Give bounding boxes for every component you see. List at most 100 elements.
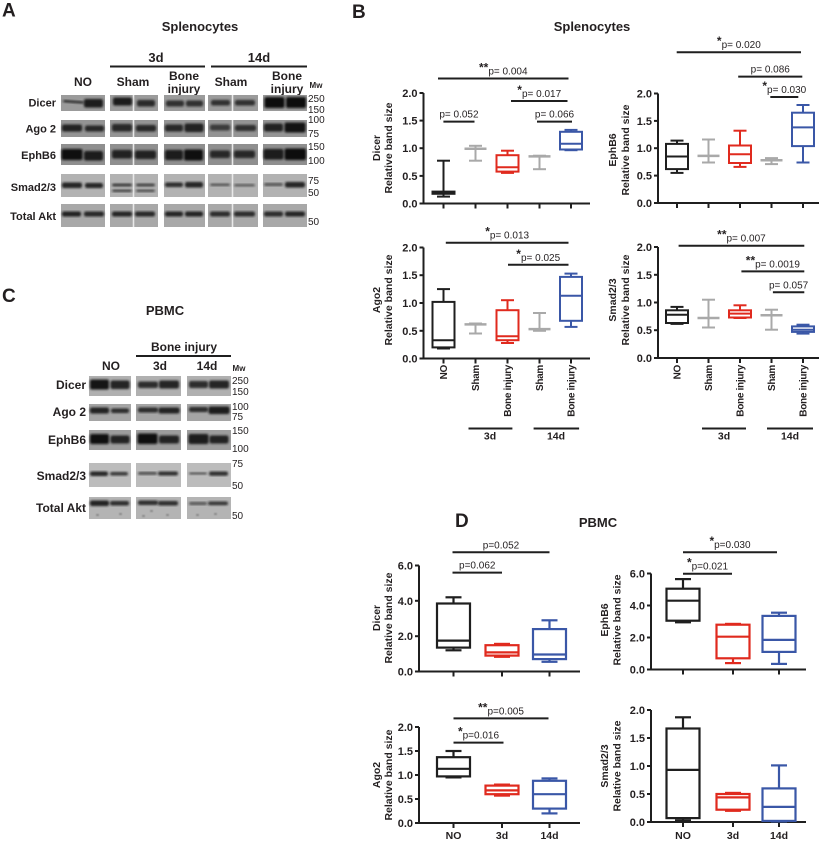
svg-text:0.5: 0.5	[630, 789, 645, 801]
svg-text:Relative band size: Relative band size	[383, 254, 395, 345]
svg-text:6.0: 6.0	[398, 561, 413, 573]
svg-text:2.0: 2.0	[637, 242, 652, 254]
svg-text:*p= 0.013: *p= 0.013	[485, 225, 529, 242]
svg-text:Bone injury: Bone injury	[151, 340, 217, 354]
svg-text:0.0: 0.0	[398, 667, 413, 679]
svg-text:EphB6: EphB6	[21, 150, 56, 162]
svg-text:*p=0.016: *p=0.016	[458, 725, 500, 742]
svg-text:2.0: 2.0	[637, 89, 652, 101]
svg-text:100: 100	[232, 444, 249, 455]
svg-text:2.0: 2.0	[398, 722, 413, 734]
svg-text:250: 250	[308, 94, 325, 105]
svg-text:3d: 3d	[148, 50, 163, 65]
svg-text:0.5: 0.5	[398, 794, 413, 806]
svg-text:Relative band size: Relative band size	[620, 104, 632, 195]
svg-text:3d: 3d	[718, 431, 730, 443]
svg-text:50: 50	[232, 511, 244, 522]
svg-text:*p= 0.020: *p= 0.020	[717, 34, 761, 51]
svg-text:Ago 2: Ago 2	[25, 124, 56, 136]
svg-text:**p= 0.004: **p= 0.004	[479, 61, 528, 78]
svg-text:Bone: Bone	[272, 69, 302, 83]
svg-text:NO: NO	[673, 364, 684, 379]
svg-text:EphB6: EphB6	[607, 133, 619, 166]
svg-text:p= 0.057: p= 0.057	[769, 280, 809, 291]
svg-text:**p= 0.0019: **p= 0.0019	[746, 253, 801, 270]
svg-text:p=0.062: p=0.062	[459, 561, 496, 572]
svg-text:1.0: 1.0	[398, 770, 413, 782]
svg-text:Ago2: Ago2	[371, 287, 383, 313]
svg-text:4.0: 4.0	[398, 596, 413, 608]
svg-text:6.0: 6.0	[630, 569, 645, 581]
svg-text:Sham: Sham	[471, 365, 482, 391]
svg-text:Mw: Mw	[233, 364, 247, 373]
svg-text:3d: 3d	[727, 830, 739, 841]
svg-text:PBMC: PBMC	[579, 515, 618, 530]
svg-text:Relative band size: Relative band size	[383, 102, 395, 193]
svg-text:0.0: 0.0	[630, 817, 645, 829]
svg-text:2.0: 2.0	[402, 88, 417, 100]
svg-text:100: 100	[308, 156, 325, 167]
svg-text:NO: NO	[439, 364, 450, 379]
svg-text:1.0: 1.0	[402, 143, 417, 155]
svg-text:4.0: 4.0	[630, 601, 645, 613]
svg-text:1.5: 1.5	[402, 116, 417, 128]
svg-text:3d: 3d	[484, 431, 496, 443]
svg-text:Dicer: Dicer	[56, 378, 86, 392]
svg-text:Splenocytes: Splenocytes	[554, 19, 631, 34]
svg-text:Sham: Sham	[767, 365, 778, 391]
svg-text:C: C	[2, 286, 16, 307]
svg-text:NO: NO	[446, 830, 462, 841]
svg-text:**p=0.005: **p=0.005	[478, 700, 524, 717]
svg-text:75: 75	[232, 459, 244, 470]
svg-text:3d: 3d	[153, 359, 167, 373]
svg-text:Splenocytes: Splenocytes	[162, 19, 239, 34]
svg-text:Ago 2: Ago 2	[53, 405, 87, 419]
svg-text:p=0.052: p=0.052	[483, 540, 520, 551]
svg-text:14d: 14d	[547, 431, 565, 443]
svg-text:Ago2: Ago2	[371, 762, 383, 788]
svg-text:150: 150	[232, 426, 249, 437]
svg-text:0.0: 0.0	[637, 353, 652, 365]
svg-text:0.0: 0.0	[637, 198, 652, 210]
svg-text:1.5: 1.5	[637, 116, 652, 128]
svg-text:1.5: 1.5	[637, 270, 652, 282]
svg-text:75: 75	[308, 176, 320, 187]
svg-text:50: 50	[308, 217, 320, 228]
svg-text:75: 75	[308, 129, 320, 140]
svg-text:p= 0.086: p= 0.086	[751, 65, 791, 76]
svg-text:Relative band size: Relative band size	[620, 254, 632, 345]
svg-text:Total Akt: Total Akt	[10, 211, 56, 223]
svg-text:2.0: 2.0	[398, 631, 413, 643]
svg-text:Dicer: Dicer	[371, 605, 383, 631]
svg-text:50: 50	[308, 188, 320, 199]
svg-text:14d: 14d	[197, 359, 218, 373]
svg-text:14d: 14d	[540, 830, 558, 841]
svg-text:0.5: 0.5	[402, 171, 417, 183]
svg-text:p= 0.066: p= 0.066	[535, 110, 575, 121]
svg-text:Relative band size: Relative band size	[383, 572, 395, 663]
svg-text:Relative band size: Relative band size	[383, 729, 395, 820]
svg-text:1.5: 1.5	[402, 270, 417, 282]
svg-text:Sham: Sham	[535, 365, 546, 391]
svg-text:Bone: Bone	[169, 69, 199, 83]
svg-text:0.5: 0.5	[637, 325, 652, 337]
svg-text:1.0: 1.0	[637, 298, 652, 310]
svg-text:A: A	[2, 1, 16, 22]
svg-text:1.0: 1.0	[402, 298, 417, 310]
svg-text:Smad2/3: Smad2/3	[11, 182, 56, 194]
svg-text:EphB6: EphB6	[599, 603, 611, 636]
svg-text:0.5: 0.5	[637, 171, 652, 183]
svg-text:Sham: Sham	[215, 75, 248, 89]
svg-text:Smad2/3: Smad2/3	[599, 744, 611, 787]
svg-text:1.0: 1.0	[637, 143, 652, 155]
svg-text:Total Akt: Total Akt	[36, 501, 86, 515]
svg-text:3d: 3d	[496, 830, 508, 841]
svg-text:*p= 0.025: *p= 0.025	[516, 247, 560, 264]
svg-text:**p= 0.007: **p= 0.007	[717, 228, 766, 245]
svg-text:Sham: Sham	[704, 365, 715, 391]
svg-text:50: 50	[232, 481, 244, 492]
svg-text:Relative band size: Relative band size	[612, 574, 624, 665]
svg-text:0.5: 0.5	[402, 326, 417, 338]
svg-text:PBMC: PBMC	[146, 303, 185, 318]
svg-text:Smad2/3: Smad2/3	[37, 469, 87, 483]
